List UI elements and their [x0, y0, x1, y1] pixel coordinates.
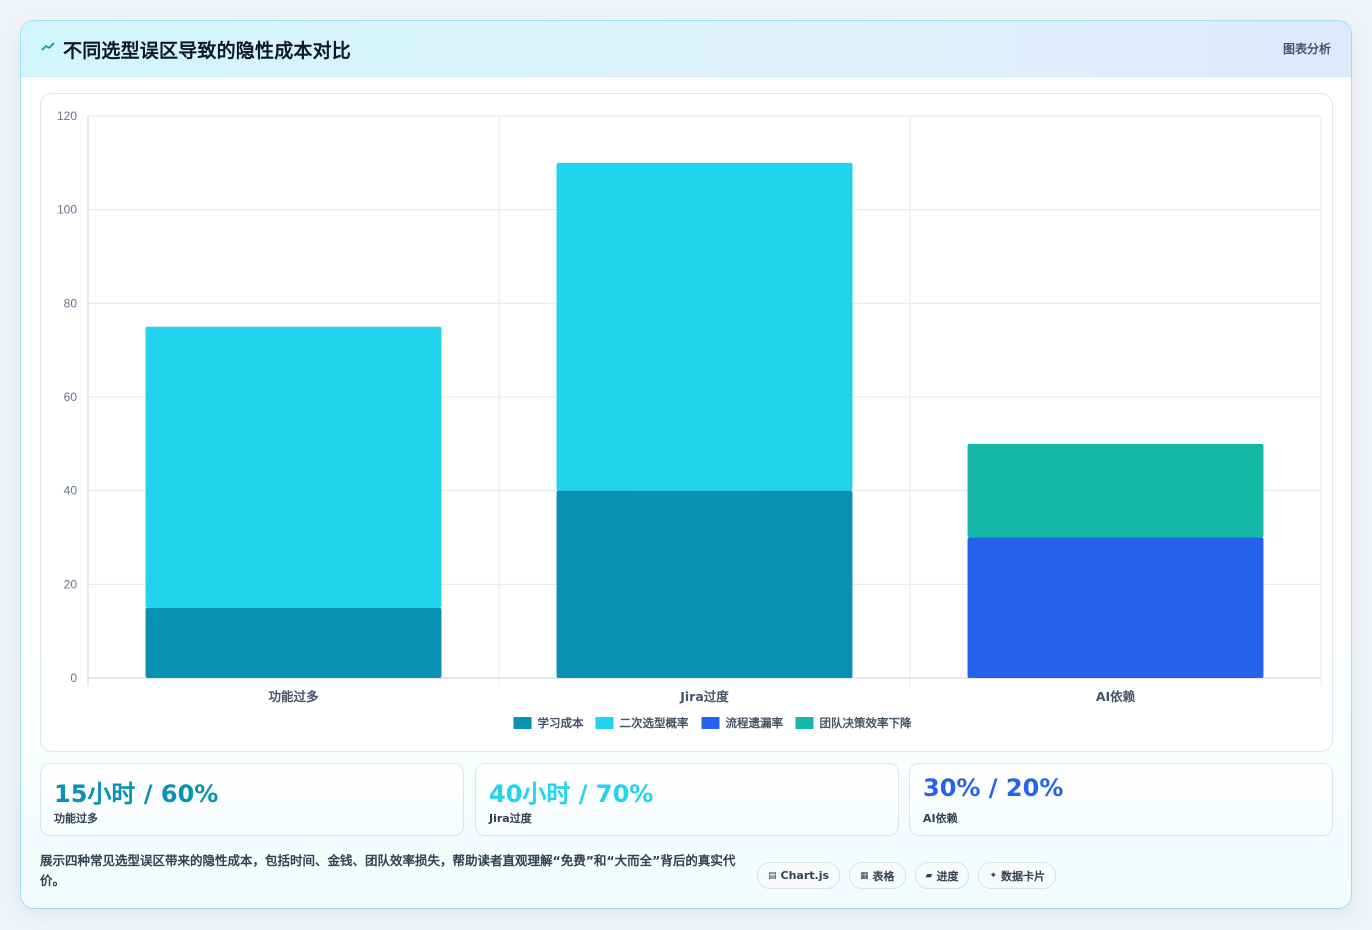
chip-progress[interactable]: ▰ 进度	[914, 862, 970, 889]
page-title: 不同选型误区导致的隐性成本对比	[63, 40, 352, 62]
y-tick-label: 80	[64, 296, 78, 310]
chart-icon: ▤	[768, 870, 777, 881]
bar-segment	[967, 537, 1264, 678]
x-tick-label: 功能过多	[268, 689, 319, 704]
legend-swatch	[701, 717, 720, 729]
x-tick-label: Jira过度	[679, 689, 729, 704]
stat-label: Jira过度	[489, 812, 532, 825]
legend-swatch	[595, 717, 614, 729]
table-icon: ▦	[860, 870, 869, 881]
chart-card: 不同选型误区导致的隐性成本对比 图表分析 0 20 40 60 80 100 120 功能过多…	[20, 20, 1352, 909]
y-tick-label: 20	[64, 577, 78, 591]
y-tick-label: 40	[64, 484, 78, 498]
stat-label: 功能过多	[54, 812, 98, 825]
bar-segment	[556, 490, 853, 678]
header-tag[interactable]: 图表分析	[1282, 42, 1331, 56]
chart-description: 展示四种常见选型误区带来的隐性成本，包括时间、金钱、团队效率损失，帮助读者直观理…	[40, 853, 736, 888]
chip-table[interactable]: ▦ 表格	[849, 862, 906, 889]
stat-value: 40小时 / 70%	[489, 780, 654, 808]
chip-data-card[interactable]: ✦ 数据卡片	[978, 862, 1057, 889]
chart-panel: 0 20 40 60 80 100 120 功能过多 Jira过度 AI依赖学习成本 二次选型概率 流…	[40, 93, 1333, 752]
bar-segment	[145, 607, 442, 678]
x-tick-label: AI依赖	[1096, 689, 1136, 704]
y-tick-label: 60	[64, 390, 78, 404]
y-tick-label: 0	[70, 671, 77, 685]
chip-label: Chart.js	[780, 869, 830, 882]
sparkle-icon: ✦	[989, 870, 998, 881]
bar-segment	[556, 162, 853, 491]
legend-label: 学习成本	[538, 716, 584, 730]
legend-swatch	[795, 717, 814, 729]
legend-label: 二次选型概率	[620, 716, 689, 730]
stat-label: AI依赖	[923, 812, 958, 825]
stat-card-ai-dependency: 30% / 20% AI依赖	[909, 763, 1333, 836]
legend-label: 团队决策效率下降	[820, 716, 912, 730]
chip-label: 数据卡片	[1001, 869, 1046, 883]
stat-card-jira-overuse: 40小时 / 70% Jira过度	[475, 763, 899, 836]
chip-chartjs[interactable]: ▤ Chart.js	[757, 862, 841, 889]
card-header: 不同选型误区导致的隐性成本对比 图表分析	[21, 21, 1351, 77]
bar-segment	[967, 443, 1264, 538]
tech-chips: ▤ Chart.js ▦ 表格 ▰ 进度 ✦ 数据卡片	[757, 862, 1057, 889]
progress-icon: ▰	[925, 870, 933, 881]
bar-segment	[145, 326, 442, 608]
y-tick-label: 120	[57, 109, 77, 123]
chart-trend-icon	[41, 42, 55, 51]
legend-label: 流程遗漏率	[726, 716, 784, 730]
stat-value: 30% / 20%	[923, 774, 1064, 802]
chip-label: 进度	[936, 869, 959, 883]
chip-label: 表格	[872, 869, 895, 883]
stat-value: 15小时 / 60%	[54, 780, 219, 808]
stat-card-feature-overload: 15小时 / 60% 功能过多	[40, 763, 464, 836]
legend-swatch	[513, 717, 532, 729]
y-tick-label: 100	[57, 203, 77, 217]
